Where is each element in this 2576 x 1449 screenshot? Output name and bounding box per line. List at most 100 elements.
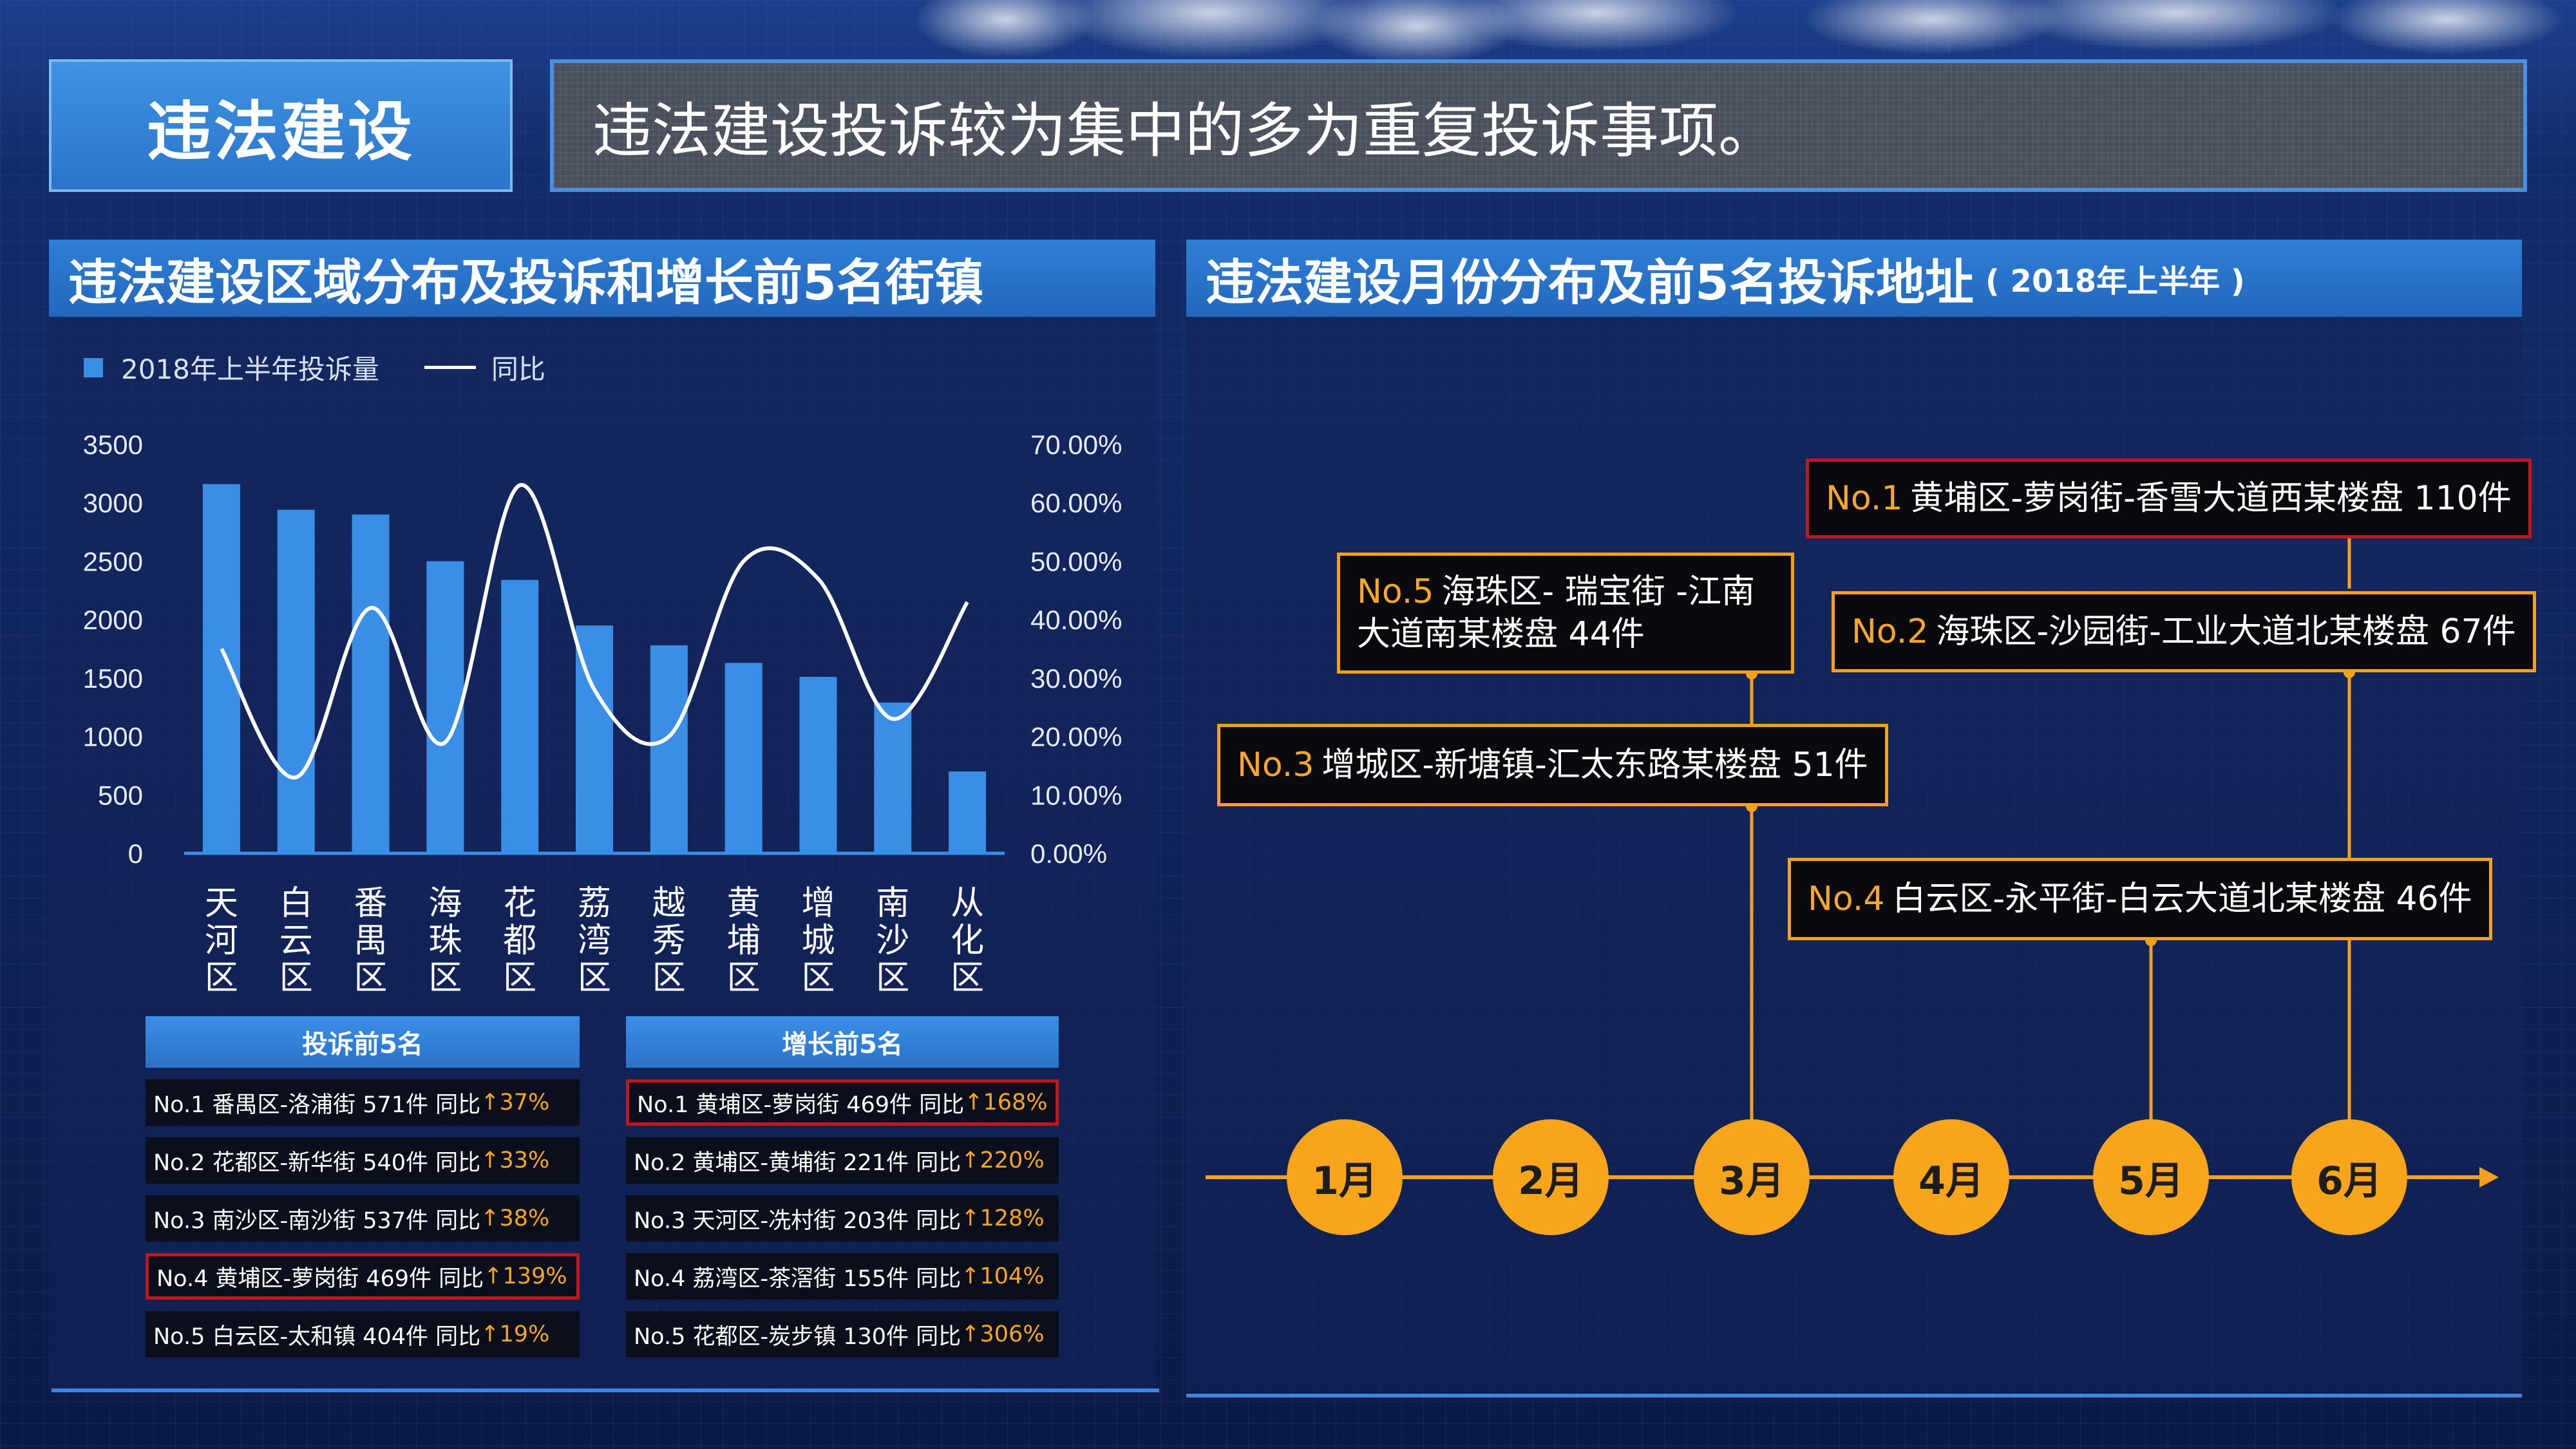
- headline-box: 违法建设投诉较为集中的多为重复投诉事项。: [550, 59, 2527, 192]
- x-tick-label-char: 天: [205, 884, 238, 923]
- y-left-tick-label: 3500: [83, 430, 143, 460]
- x-tick-label-char: 增: [801, 884, 835, 923]
- section-label: 违法建设: [147, 93, 415, 169]
- y-left-tick-label: 1000: [83, 722, 143, 752]
- right-panel-subtitle: ( 2018年上半年 ): [1985, 263, 2245, 299]
- y-right-tick-label: 40.00%: [1030, 605, 1122, 635]
- complaints-top5-table: 投诉前5名 No.1 番禺区-洛浦街 571件 同比 ↑37% No.2 花都区-…: [146, 1016, 580, 1358]
- growth-row-pct: ↑168%: [964, 1090, 1048, 1115]
- month-2: 2月: [1493, 1119, 1609, 1235]
- x-tick-label-char: 荔: [578, 884, 611, 923]
- y-left-tick-label: 3000: [83, 488, 143, 518]
- growth-top5-table: 增长前5名 No.1 黄埔区-萝岗街 469件 同比 ↑168% No.2 黄埔区…: [626, 1016, 1059, 1358]
- complaints-row-1: No.1 番禺区-洛浦街 571件 同比 ↑37%: [146, 1079, 580, 1126]
- growth-row-5: No.5 花都区-炭步镇 130件 同比 ↑306%: [626, 1311, 1059, 1358]
- complaints-row-pct: ↑33%: [480, 1148, 550, 1173]
- x-tick-label-char: 黄: [727, 884, 761, 923]
- x-tick-label-char: 白: [279, 884, 313, 923]
- callout-no5: No.5 海珠区- 瑞宝街 -江南 大道南某楼盘 44件: [1337, 553, 1794, 674]
- x-tick-label-char: 区: [354, 959, 388, 998]
- x-tick-label-char: 城: [801, 922, 835, 960]
- x-tick-label-char: 花: [503, 884, 536, 923]
- x-tick-label-char: 区: [279, 959, 313, 998]
- y-left-tick-label: 500: [98, 780, 143, 810]
- bar-海珠区: [426, 561, 464, 853]
- growth-row-pct: ↑128%: [961, 1206, 1045, 1231]
- x-tick-label-char: 区: [951, 959, 984, 998]
- y-left-tick-label: 1500: [83, 663, 143, 694]
- y-right-tick-label: 30.00%: [1030, 663, 1122, 694]
- x-tick-label-char: 区: [801, 959, 835, 998]
- complaints-row-pct: ↑38%: [480, 1206, 550, 1231]
- right-panel-title: 违法建设月份分布及前5名投诉地址 ( 2018年上半年 ): [1186, 240, 2522, 317]
- growth-row-text: No.3 天河区-冼村街 203件 同比: [634, 1208, 961, 1234]
- complaints-row-2: No.2 花都区-新华街 540件 同比 ↑33%: [146, 1137, 580, 1184]
- x-tick-label-char: 秀: [652, 922, 686, 960]
- y-axis-right: 0.00% 10.00% 20.00% 30.00% 40.00% 50.00% 60.00…: [1030, 430, 1122, 869]
- x-tick-label-char: 都: [503, 922, 536, 960]
- complaints-row-pct: ↑139%: [484, 1264, 567, 1289]
- bar-白云区: [277, 509, 315, 853]
- x-tick-label-char: 番: [354, 884, 388, 923]
- left-panel-title: 违法建设区域分布及投诉和增长前5名街镇: [49, 240, 1155, 317]
- growth-row-3: No.3 天河区-冼村街 203件 同比 ↑128%: [626, 1195, 1059, 1242]
- left-panel-title-text: 违法建设区域分布及投诉和增长前5名街镇: [68, 254, 983, 311]
- growth-row-1: No.1 黄埔区-萝岗街 469件 同比 ↑168%: [626, 1079, 1059, 1126]
- bar-番禺区: [352, 514, 390, 853]
- growth-row-4: No.4 荔湾区-茶滘街 155件 同比 ↑104%: [626, 1253, 1059, 1300]
- month-6: 6月: [2291, 1119, 2407, 1235]
- y-right-tick-label: 10.00%: [1030, 780, 1122, 810]
- y-right-tick-label: 0.00%: [1030, 838, 1107, 869]
- x-tick-label-char: 区: [727, 959, 761, 998]
- y-left-tick-label: 2000: [83, 605, 143, 635]
- x-tick-label-char: 沙: [876, 922, 909, 960]
- growth-top5-header: 增长前5名: [626, 1016, 1059, 1068]
- left-panel-baseline: [52, 1388, 1159, 1392]
- growth-row-pct: ↑306%: [961, 1321, 1045, 1347]
- x-tick-label-char: 区: [578, 959, 611, 998]
- complaints-row-3: No.3 南沙区-南沙街 537件 同比 ↑38%: [146, 1195, 580, 1242]
- yoy-line: [220, 483, 969, 780]
- bar-越秀区: [650, 645, 688, 853]
- month-5: 5月: [2093, 1119, 2209, 1235]
- y-right-tick-label: 50.00%: [1030, 546, 1122, 576]
- x-tick-label-char: 埔: [727, 922, 761, 960]
- bar-从化区: [949, 772, 987, 853]
- complaints-row-5: No.5 白云区-太和镇 404件 同比 ↑19%: [146, 1311, 580, 1358]
- section-tab: 违法建设: [49, 59, 513, 192]
- callout-no3: No.3 增城区-新塘镇-汇太东路某楼盘 51件: [1217, 724, 1888, 806]
- complaints-row-text: No.2 花都区-新华街 540件 同比: [153, 1150, 481, 1176]
- growth-row-text: No.2 黄埔区-黄埔街 221件 同比: [634, 1150, 961, 1176]
- complaints-row-4: No.4 黄埔区-萝岗街 469件 同比 ↑139%: [146, 1253, 580, 1300]
- x-tick-label-char: 越: [652, 884, 686, 923]
- growth-row-text: No.5 花都区-炭步镇 130件 同比: [634, 1323, 961, 1350]
- legend-line-label: 同比: [491, 354, 545, 385]
- legend-bar-swatch: [84, 357, 103, 377]
- x-tick-label-char: 湾: [578, 922, 611, 960]
- legend-line-swatch: [424, 366, 476, 369]
- bar-天河区: [202, 484, 240, 853]
- bar-南沙区: [874, 702, 912, 853]
- bar-增城区: [799, 677, 837, 853]
- complaints-top5-header: 投诉前5名: [146, 1016, 580, 1068]
- growth-row-text: No.1 黄埔区-萝岗街 469件 同比: [637, 1092, 965, 1118]
- bars: [202, 484, 987, 853]
- complaints-row-text: No.5 白云区-太和镇 404件 同比: [153, 1323, 481, 1350]
- x-tick-label-char: 区: [876, 959, 909, 998]
- bar-花都区: [501, 580, 539, 853]
- growth-row-text: No.4 荔湾区-茶滘街 155件 同比: [634, 1265, 961, 1292]
- x-tick-label-char: 区: [205, 959, 238, 998]
- x-tick-label-char: 珠: [428, 922, 462, 960]
- x-tick-label-char: 海: [428, 884, 462, 923]
- y-left-tick-label: 2500: [83, 546, 143, 576]
- right-panel-baseline: [1186, 1394, 2522, 1397]
- headline-text: 违法建设投诉较为集中的多为重复投诉事项。: [592, 96, 1778, 166]
- y-left-tick-label: 0: [128, 838, 143, 869]
- complaints-row-pct: ↑37%: [480, 1090, 550, 1115]
- growth-row-pct: ↑104%: [961, 1264, 1045, 1289]
- legend-bar-label: 2018年上半年投诉量: [121, 354, 379, 385]
- x-tick-label-char: 从: [951, 884, 984, 923]
- month-3: 3月: [1694, 1119, 1810, 1235]
